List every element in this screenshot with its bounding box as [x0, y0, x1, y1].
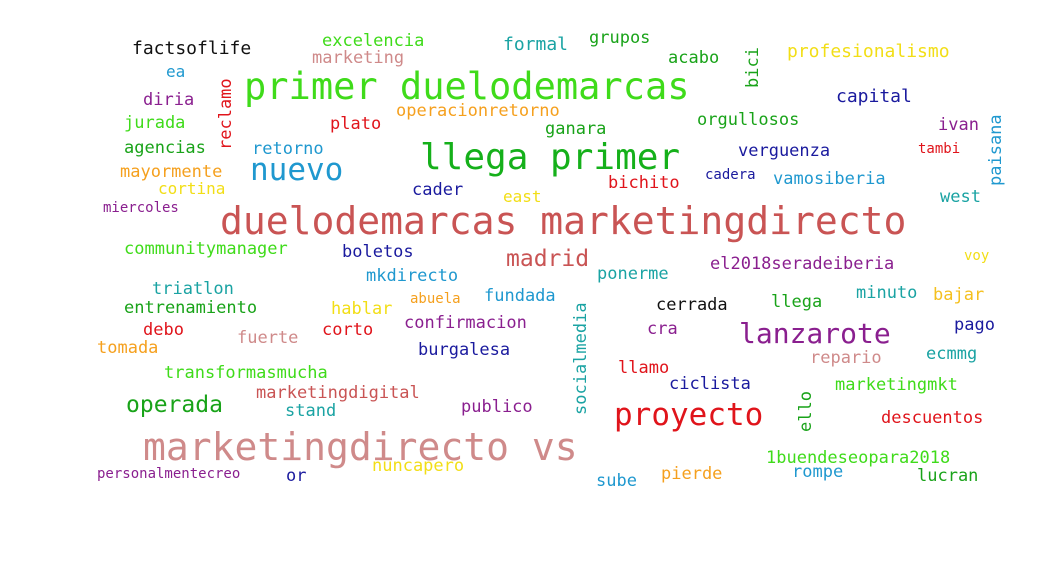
word-publico: publico: [461, 397, 533, 417]
word-llega-primer: llega primer: [420, 137, 681, 178]
word-personalmentecreo: personalmentecreo: [97, 466, 241, 482]
word-proyecto: proyecto: [614, 397, 764, 433]
word-operacionretorno: operacionretorno: [396, 101, 560, 121]
word-west: west: [940, 187, 981, 207]
word-tambi: tambi: [918, 141, 961, 157]
word-llega: llega: [771, 292, 823, 312]
word-jurada: jurada: [124, 113, 186, 133]
word-minuto: minuto: [856, 283, 918, 303]
word-bajar: bajar: [933, 285, 985, 305]
word-ecmmg: ecmmg: [926, 344, 978, 364]
word-primer-duelodemarcas: primer duelodemarcas: [244, 65, 690, 108]
word-marketingmkt: marketingmkt: [835, 375, 958, 395]
word-agencias: agencias: [124, 138, 206, 158]
word-bichito: bichito: [608, 173, 680, 193]
word-nuncapero: nuncapero: [372, 456, 465, 476]
word-formal: formal: [503, 34, 569, 55]
word-grupos: grupos: [589, 28, 651, 48]
word-vamosiberia: vamosiberia: [773, 169, 886, 189]
word-hablar: hablar: [331, 299, 393, 319]
word-socialmedia: socialmedia: [571, 302, 591, 415]
word-or: or: [286, 466, 307, 486]
word-triatlon: triatlon: [152, 279, 234, 299]
word-acabo: acabo: [668, 48, 720, 68]
word-ciclista: ciclista: [669, 374, 751, 394]
word-ello: ello: [796, 391, 816, 432]
word-verguenza: verguenza: [738, 141, 831, 161]
word-ea: ea: [166, 62, 186, 81]
word-burgalesa: burgalesa: [418, 340, 511, 360]
word-excelencia: excelencia: [322, 31, 425, 51]
word-marketingdirecto-vs: marketingdirecto vs: [143, 425, 578, 469]
word-marketingdigital: marketingdigital: [256, 383, 420, 403]
word-cortina: cortina: [158, 179, 226, 198]
word-ivan: ivan: [938, 115, 979, 135]
word-east: east: [503, 187, 542, 206]
word-el2018seradeiberia: el2018seradeiberia: [710, 254, 895, 274]
word-bici: bici: [743, 47, 763, 88]
word-descuentos: descuentos: [881, 408, 984, 428]
word-pago: pago: [954, 315, 995, 335]
word-mayormente: mayormente: [120, 162, 223, 182]
word-paisana: paisana: [986, 114, 1006, 186]
word-operada: operada: [126, 392, 223, 418]
word-capital: capital: [836, 86, 912, 107]
word-transformasmucha: transformasmucha: [164, 363, 328, 383]
word-fundada: fundada: [484, 286, 556, 306]
word-lucran: lucran: [917, 466, 979, 486]
word-cader: cader: [412, 180, 464, 200]
word-retorno: retorno: [252, 139, 324, 159]
word-abuela: abuela: [410, 291, 461, 307]
word-duelodemarcas-marketingdirecto: duelodemarcas marketingdirecto: [220, 199, 907, 243]
word-ganara: ganara: [545, 119, 607, 139]
word-cerrada: cerrada: [656, 295, 728, 315]
word-pierde: pierde: [661, 464, 723, 484]
word-voy: voy: [964, 248, 990, 264]
word-boletos: boletos: [342, 242, 414, 262]
word-communitymanager: communitymanager: [124, 239, 288, 259]
word-repario: repario: [810, 348, 882, 368]
word-rompe: rompe: [792, 462, 844, 482]
word-cadera: cadera: [705, 167, 756, 183]
word-1buendeseopara2018: 1buendeseopara2018: [766, 448, 951, 468]
word-stand: stand: [285, 401, 337, 421]
word-madrid: madrid: [506, 246, 590, 272]
word-marketing: marketing: [312, 48, 405, 68]
word-diria: diria: [143, 90, 195, 110]
word-plato: plato: [330, 114, 382, 134]
word-reclamo: reclamo: [216, 78, 236, 150]
word-miercoles: miercoles: [103, 200, 179, 216]
word-confirmacion: confirmacion: [404, 313, 527, 333]
word-cra: cra: [647, 319, 678, 339]
word-tomada: tomada: [97, 338, 159, 358]
word-orgullosos: orgullosos: [697, 110, 800, 130]
word-fuerte: fuerte: [237, 328, 299, 348]
word-llamo: llamo: [618, 358, 670, 378]
word-sube: sube: [596, 471, 637, 491]
word-profesionalismo: profesionalismo: [787, 41, 950, 62]
word-corto: corto: [322, 320, 374, 340]
word-nuevo: nuevo: [250, 152, 344, 188]
word-lanzarote: lanzarote: [739, 317, 891, 350]
word-ponerme: ponerme: [597, 264, 669, 284]
word-entrenamiento: entrenamiento: [124, 298, 258, 318]
word-factsoflife: factsoflife: [132, 38, 252, 59]
word-mkdirecto: mkdirecto: [366, 266, 459, 286]
word-debo: debo: [143, 320, 184, 340]
